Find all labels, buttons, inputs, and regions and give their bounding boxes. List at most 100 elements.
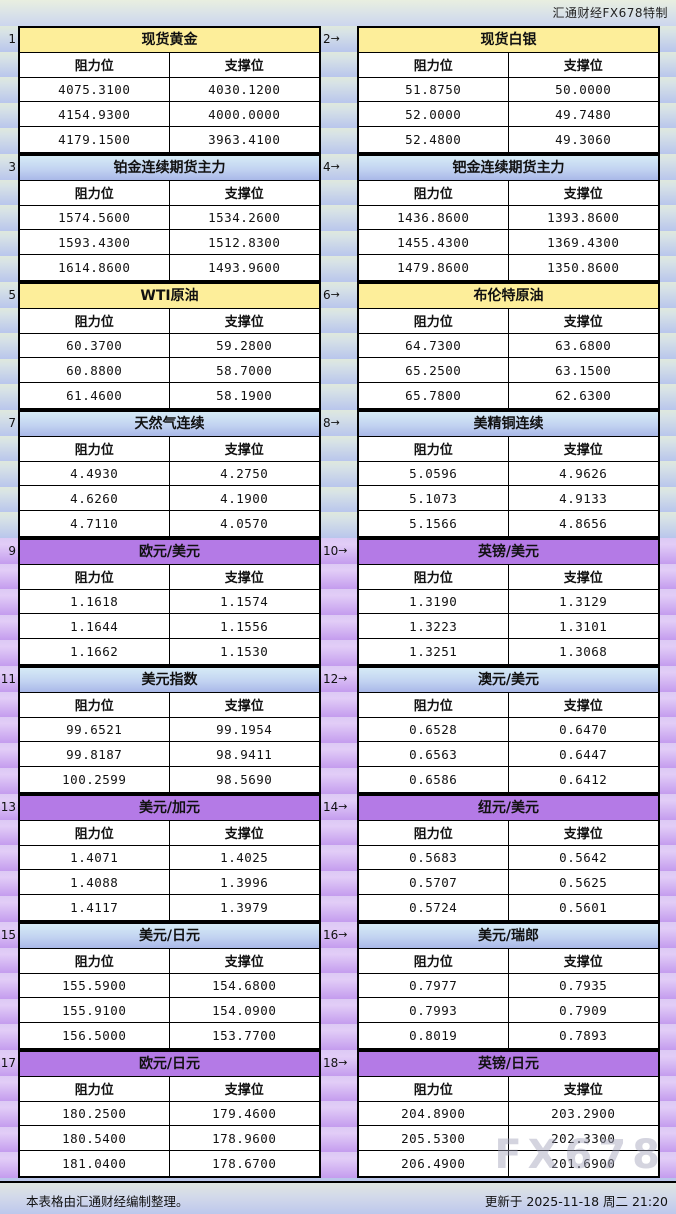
- row-number-label: 15: [0, 922, 18, 948]
- table-row: 1.3190 1.3129: [359, 589, 658, 615]
- resistance-value: 52.0000: [359, 102, 509, 127]
- column-header-row: 阻力位 支撑位: [359, 1076, 658, 1102]
- instrument-card-16: 美元/瑞郎 阻力位 支撑位 0.7977 0.7935 0.7993 0.7909 0.801…: [357, 922, 660, 1050]
- instrument-card-15: 美元/日元 阻力位 支撑位 155.5900 154.6800 155.9100 154.0…: [18, 922, 321, 1050]
- instrument-card-8: 美精铜连续 阻力位 支撑位 5.0596 4.9626 5.1073 4.9133 5.156…: [357, 410, 660, 538]
- instrument-title: 钯金连续期货主力: [359, 156, 658, 181]
- gutter-spacer: [0, 1075, 18, 1102]
- support-value: 63.6800: [555, 338, 612, 354]
- resistance-value: 1593.4300: [20, 230, 170, 255]
- column-header-resistance: 阻力位: [359, 820, 509, 845]
- table-row: 156.5000 153.7700: [20, 1023, 319, 1049]
- instrument-title: 美元/瑞郎: [359, 924, 658, 949]
- row-number-gutter: 14 →: [321, 794, 357, 922]
- support-value: 63.1500: [555, 362, 612, 378]
- row-number-gutter: 7: [0, 410, 18, 538]
- instrument-block: 3 铂金连续期货主力 阻力位 支撑位 1574.5600 1534.2600 1593.43…: [0, 154, 676, 282]
- row-number-text: 17: [0, 1055, 16, 1070]
- footer-source-note: 本表格由汇通财经编制整理。: [26, 1194, 189, 1209]
- support-value: 1534.2600: [208, 210, 281, 226]
- support-value: 1.1530: [220, 644, 269, 660]
- instrument-block: 15 美元/日元 阻力位 支撑位 155.5900 154.6800 155.9100 154…: [0, 922, 676, 1050]
- table-row: 0.6563 0.6447: [359, 742, 658, 768]
- gutter-spacer: [660, 1101, 676, 1127]
- support-value: 179.4600: [212, 1106, 277, 1122]
- table-row: 4.6260 4.1900: [20, 486, 319, 512]
- gutter-spacer: [660, 205, 676, 231]
- support-value: 1512.8300: [208, 234, 281, 250]
- gutter-spacer: [0, 358, 18, 385]
- gutter-spacer: [0, 998, 18, 1025]
- resistance-value: 0.5707: [359, 870, 509, 895]
- column-header-row: 阻力位 支撑位: [20, 180, 319, 206]
- gutter-spacer: [660, 870, 676, 897]
- support-value: 59.2800: [216, 338, 273, 354]
- arrow-right-icon: →: [330, 416, 340, 430]
- table-row: 4154.9300 4000.0000: [20, 102, 319, 128]
- resistance-value: 180.2500: [20, 1101, 170, 1126]
- column-header-resistance: 阻力位: [20, 948, 170, 973]
- table-row: 99.8187 98.9411: [20, 742, 319, 768]
- resistance-value: 0.5683: [359, 845, 509, 870]
- resistance-value: 65.2500: [359, 358, 509, 383]
- column-header-resistance: 阻力位: [359, 308, 509, 333]
- gutter-spacer: [660, 845, 676, 871]
- row-number-gutter: 8 →: [321, 410, 357, 538]
- support-value: 99.1954: [216, 722, 273, 738]
- support-value: 202.3300: [551, 1130, 616, 1146]
- row-number-label: [660, 282, 676, 308]
- column-header-resistance: 阻力位: [359, 564, 509, 589]
- arrow-right-icon: →: [330, 288, 340, 302]
- row-number-label: 12 →: [321, 666, 357, 692]
- gutter-spacer: [660, 1152, 676, 1178]
- row-number-gutter: [660, 1050, 676, 1178]
- row-number-label: [660, 410, 676, 436]
- gutter-spacer: [0, 640, 18, 666]
- table-row: 5.1073 4.9133: [359, 486, 658, 512]
- instrument-title: 铂金连续期货主力: [20, 156, 319, 181]
- table-row: 60.3700 59.2800: [20, 333, 319, 359]
- row-number-gutter: 17: [0, 1050, 18, 1178]
- gutter-spacer: [0, 256, 18, 282]
- instrument-card-7: 天然气连续 阻力位 支撑位 4.4930 4.2750 4.6260 4.1900 4.711…: [18, 410, 321, 538]
- row-number-label: [660, 922, 676, 948]
- resistance-value: 155.5900: [20, 973, 170, 998]
- instrument-card-14: 纽元/美元 阻力位 支撑位 0.5683 0.5642 0.5707 0.5625 0.572…: [357, 794, 660, 922]
- column-header-support: 支撑位: [224, 1083, 264, 1099]
- instrument-title: 天然气连续: [20, 412, 319, 437]
- gutter-spacer: [660, 614, 676, 641]
- table-row: 60.8800 58.7000: [20, 358, 319, 384]
- support-value: 0.5642: [559, 850, 608, 866]
- resistance-value: 204.8900: [359, 1101, 509, 1126]
- column-header-support: 支撑位: [224, 955, 264, 971]
- row-number-label: [660, 1050, 676, 1076]
- instrument-card-10: 英镑/美元 阻力位 支撑位 1.3190 1.3129 1.3223 1.3101 1.325…: [357, 538, 660, 666]
- support-value: 4.8656: [559, 516, 608, 532]
- gutter-spacer: [321, 896, 357, 922]
- arrow-right-icon: →: [338, 1056, 348, 1070]
- gutter-spacer: [321, 845, 357, 871]
- instrument-card-2: 现货白银 阻力位 支撑位 51.8750 50.0000 52.0000 49.7480 52…: [357, 26, 660, 154]
- gutter-spacer: [0, 845, 18, 871]
- table-row: 1479.8600 1350.8600: [359, 255, 658, 281]
- row-number-gutter: 10 →: [321, 538, 357, 666]
- support-value: 0.5625: [559, 874, 608, 890]
- gutter-spacer: [321, 563, 357, 590]
- resistance-value: 1436.8600: [359, 205, 509, 230]
- instrument-title: 布伦特原油: [359, 284, 658, 309]
- gutter-spacer: [660, 307, 676, 334]
- resistance-value: 0.7977: [359, 973, 509, 998]
- row-number-label: [660, 538, 676, 564]
- column-header-resistance: 阻力位: [20, 308, 170, 333]
- gutter-spacer: [0, 384, 18, 410]
- instrument-grid: 1 现货黄金 阻力位 支撑位 4075.3100 4030.1200 4154.9300 40…: [0, 26, 676, 1178]
- resistance-value: 4154.9300: [20, 102, 170, 127]
- row-number-text: 11: [0, 671, 16, 686]
- instrument-title: 美元/日元: [20, 924, 319, 949]
- column-header-row: 阻力位 支撑位: [20, 564, 319, 590]
- column-header-support: 支撑位: [224, 827, 264, 843]
- support-value: 1.3979: [220, 900, 269, 916]
- resistance-value: 65.7800: [359, 383, 509, 409]
- instrument-title: 美元指数: [20, 668, 319, 693]
- instrument-title: 纽元/美元: [359, 796, 658, 821]
